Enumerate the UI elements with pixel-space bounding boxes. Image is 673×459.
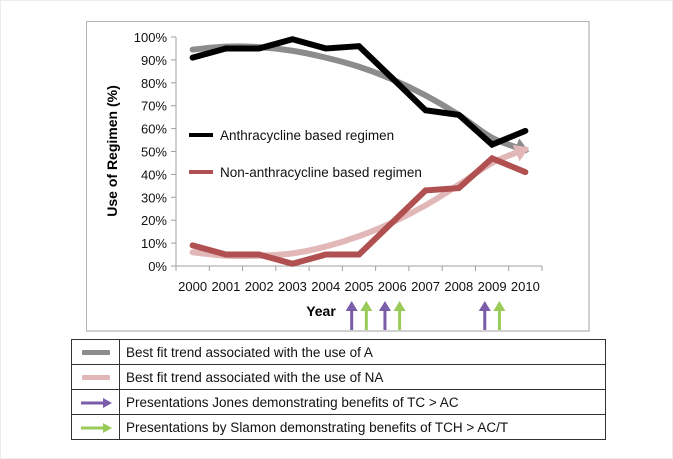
y-tick-label: 30% [141,190,167,205]
purple-up-arrow-icon [345,301,358,311]
x-axis-title: Year [306,303,336,319]
data-point [458,187,460,189]
x-tick-label: 2007 [411,279,440,294]
y-tick-label: 90% [141,53,167,68]
legend-row-label: Best fit trend associated with the use o… [119,364,606,390]
legend-row-trend-na: Best fit trend associated with the use o… [71,364,606,390]
y-tick-label: 20% [141,213,167,228]
y-tick-label: 100% [134,30,168,45]
legend-entry-anthracycline: Anthracycline based regimen [189,128,394,143]
data-point [192,57,194,59]
legend-row-jones: Presentations Jones demonstrating benefi… [71,389,606,415]
x-tick-label: 2006 [378,279,407,294]
trend-arrowhead-na [512,144,530,162]
x-tick-label: 2008 [444,279,473,294]
gray-trend-swatch-icon [81,350,110,356]
data-point [458,114,460,116]
data-point [391,77,393,79]
x-tick-label: 2005 [345,279,374,294]
y-tick-label: 0% [148,259,167,274]
x-tick-labels: 2000 2001 2002 2003 2004 2005 2006 2007 2008 2009… [178,279,540,294]
legend-table: Best fit trend associated with the use o… [71,339,606,440]
axes [171,36,543,271]
pink-trend-swatch-icon [81,375,110,381]
data-series [189,36,529,267]
x-tick-label: 2001 [211,279,240,294]
data-point [491,144,493,146]
y-tick-label: 10% [141,236,167,251]
green-up-arrow-icon [393,301,406,311]
data-point [325,47,327,49]
data-point [225,254,227,256]
legend-row-label: Best fit trend associated with the use o… [119,339,606,365]
data-point [325,254,327,256]
data-point [358,254,360,256]
chart-area: 0% 10% 20% 30% 40% 50% 60% 70% 80% 90% 100% 2000 20… [86,21,590,332]
data-point [225,47,227,49]
x-tick-label: 2009 [478,279,507,294]
presentation-markers [345,301,506,330]
line-chart: 0%10%20%30%40%50%60%70%80%90%100% 2000 20… [104,30,543,330]
data-point [524,171,526,173]
legend-row-label: Presentations by Slamon demonstrating be… [119,414,606,440]
legend-label-anthracycline: Anthracycline based regimen [220,128,394,143]
green-arrow-icon [80,422,112,433]
y-tick-label: 80% [141,76,167,91]
data-point [258,254,260,256]
data-point [291,263,293,265]
legend-row-label: Presentations Jones demonstrating benefi… [119,389,606,415]
data-point [391,221,393,223]
trend-arrows [189,43,530,260]
purple-up-arrow-icon [478,301,491,311]
y-tick-label: 60% [141,122,167,137]
y-tick-labels: 0% 10% 20% 30% 40% 50% 60% 70% 80% 90% 100% [134,30,168,274]
legend-row-trend-a: Best fit trend associated with the use o… [71,339,606,365]
data-point [425,109,427,111]
y-tick-label: 70% [141,99,167,114]
data-point [358,45,360,47]
x-tick-label: 2002 [245,279,274,294]
purple-up-arrow-icon [378,301,391,311]
x-tick-label: 2010 [511,279,540,294]
x-tick-label: 2004 [311,279,340,294]
data-point [425,189,427,191]
legend-label-non-anthracycline: Non-anthracycline based regimen [220,165,422,180]
data-point [491,157,493,159]
y-axis-title: Use of Regimen (%) [104,85,120,216]
green-up-arrow-icon [493,301,506,311]
data-point [291,38,293,40]
y-tick-label: 50% [141,145,167,160]
x-tick-label: 2003 [278,279,307,294]
purple-arrow-icon [80,397,112,408]
y-tick-label: 40% [141,167,167,182]
x-tick-label: 2000 [178,279,207,294]
green-up-arrow-icon [360,301,373,311]
data-point [258,47,260,49]
legend-row-slamon: Presentations by Slamon demonstrating be… [71,414,606,440]
legend-entry-non-anthracycline: Non-anthracycline based regimen [189,165,422,180]
data-point [524,130,526,132]
data-point [192,244,194,246]
